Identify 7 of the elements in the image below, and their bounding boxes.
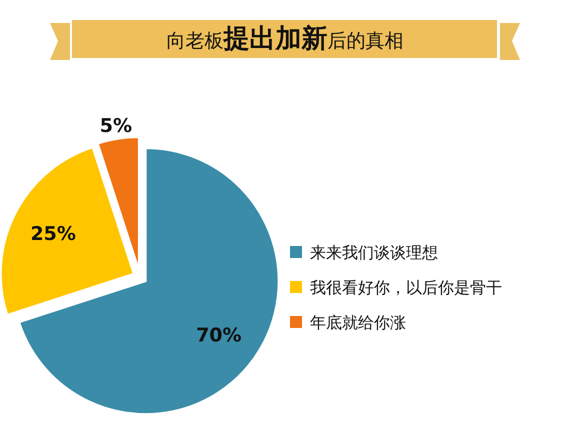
legend-label: 来来我们谈谈理想 (310, 243, 438, 262)
data-label: 5% (100, 114, 132, 137)
data-label: 70% (196, 324, 242, 346)
legend-label: 年底就给你涨 (310, 313, 406, 332)
title: 向老板提出加新后的真相 (166, 24, 404, 54)
data-label: 25% (30, 222, 76, 245)
legend-label: 我很看好你，以后你是骨干 (310, 278, 502, 297)
